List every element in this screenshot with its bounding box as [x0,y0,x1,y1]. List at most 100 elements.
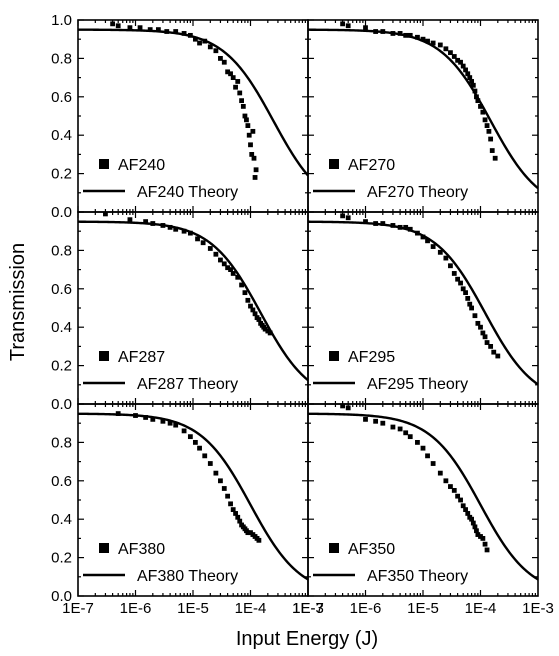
y-tick-label: 0.4 [51,127,72,144]
data-point [127,217,133,223]
y-tick-label: 0.0 [51,204,72,221]
data-point [488,344,494,349]
panel-5: 0.0 0.2 0.4 0.6 0.8 1E-7 1E-6 1E-5 1E-4 1E-3 AF380… [51,403,324,617]
y-tick-label: 0.8 [51,50,72,67]
theory-line [307,220,539,386]
x-axis-title: Input Energy (J) [236,628,378,650]
data-point [460,63,466,69]
data-point [167,420,173,426]
data-point [455,276,461,282]
data-point [455,57,461,63]
theory-line [307,28,539,190]
data-point [469,305,474,311]
data-point [469,516,474,522]
data-point [262,326,268,332]
data-point [469,79,474,84]
data-point [443,46,449,52]
data-point [221,486,227,491]
y-tick-label: 0.2 [51,166,72,183]
data-point [475,320,481,326]
legend-label-scatter: AF287 [118,349,165,366]
data-point [443,255,449,261]
data-point [472,88,478,94]
data-point [448,263,453,269]
theory-line [77,220,309,382]
data-point [488,136,494,142]
data-point [448,484,453,489]
data-point [160,418,166,424]
data-point [235,514,241,520]
data-point [463,67,468,73]
legend-marker-scatter [99,159,109,169]
data-point [478,324,483,330]
data-point [475,98,481,104]
data-point [187,32,193,38]
data-point [218,56,223,61]
data-point [181,428,187,434]
data-point [373,29,379,34]
data-point [248,303,253,309]
scatter-series [110,21,259,180]
y-tick-label: 1.0 [51,12,72,29]
legend-marker-scatter [99,351,109,361]
data-point [239,98,244,104]
data-point [403,224,409,230]
legend-label-scatter: AF380 [118,541,165,558]
data-point [437,470,443,476]
data-point [187,434,193,440]
data-point [150,221,156,226]
data-point [213,251,219,257]
data-point [235,274,241,280]
data-point [415,230,420,236]
data-point [155,27,161,32]
scatter-series [115,411,262,543]
theory-line [77,28,309,177]
data-point [242,113,248,119]
data-point [475,532,481,537]
data-point [221,261,227,267]
data-point [363,219,368,224]
data-point [430,461,436,466]
data-point [397,426,403,432]
data-point [197,445,202,451]
data-point [345,405,351,411]
data-point [472,524,478,530]
data-point [225,493,231,499]
data-point [470,82,476,88]
data-point [218,478,223,484]
data-point [228,267,233,272]
panel-1: 0.0 0.2 0.4 0.6 0.8 1.0 AF240 AF240 Theory [51,12,309,221]
x-tick-label: 1E-7 [62,600,94,617]
x-tick-label: 1E-3 [522,600,554,617]
x-tick-label: 1E-7 [292,600,324,617]
y-tick-label: 0.0 [51,396,72,413]
y-tick-label: 0.6 [51,281,72,298]
data-point [455,493,461,499]
data-point [202,38,208,44]
data-point [230,271,236,276]
data-point [228,501,233,507]
data-point [482,541,488,547]
data-point [482,334,488,340]
data-point [256,317,262,322]
scatter-series [103,211,273,336]
data-point [340,213,346,219]
data-point [467,301,473,307]
data-point [225,69,231,75]
data-point [472,313,478,319]
data-point [373,418,379,424]
data-point [474,94,479,100]
data-point [202,453,208,459]
data-point [137,25,143,31]
data-point [460,503,466,509]
legend-marker-scatter [329,543,339,553]
legend-label-theory: AF287 Theory [137,376,238,393]
data-point [207,246,213,251]
data-point [484,340,490,345]
legend-label-theory: AF240 Theory [137,184,238,201]
data-point [397,224,403,230]
data-point [425,453,430,459]
data-point [420,234,426,240]
legend: AF350 AF350 Theory [313,541,468,585]
